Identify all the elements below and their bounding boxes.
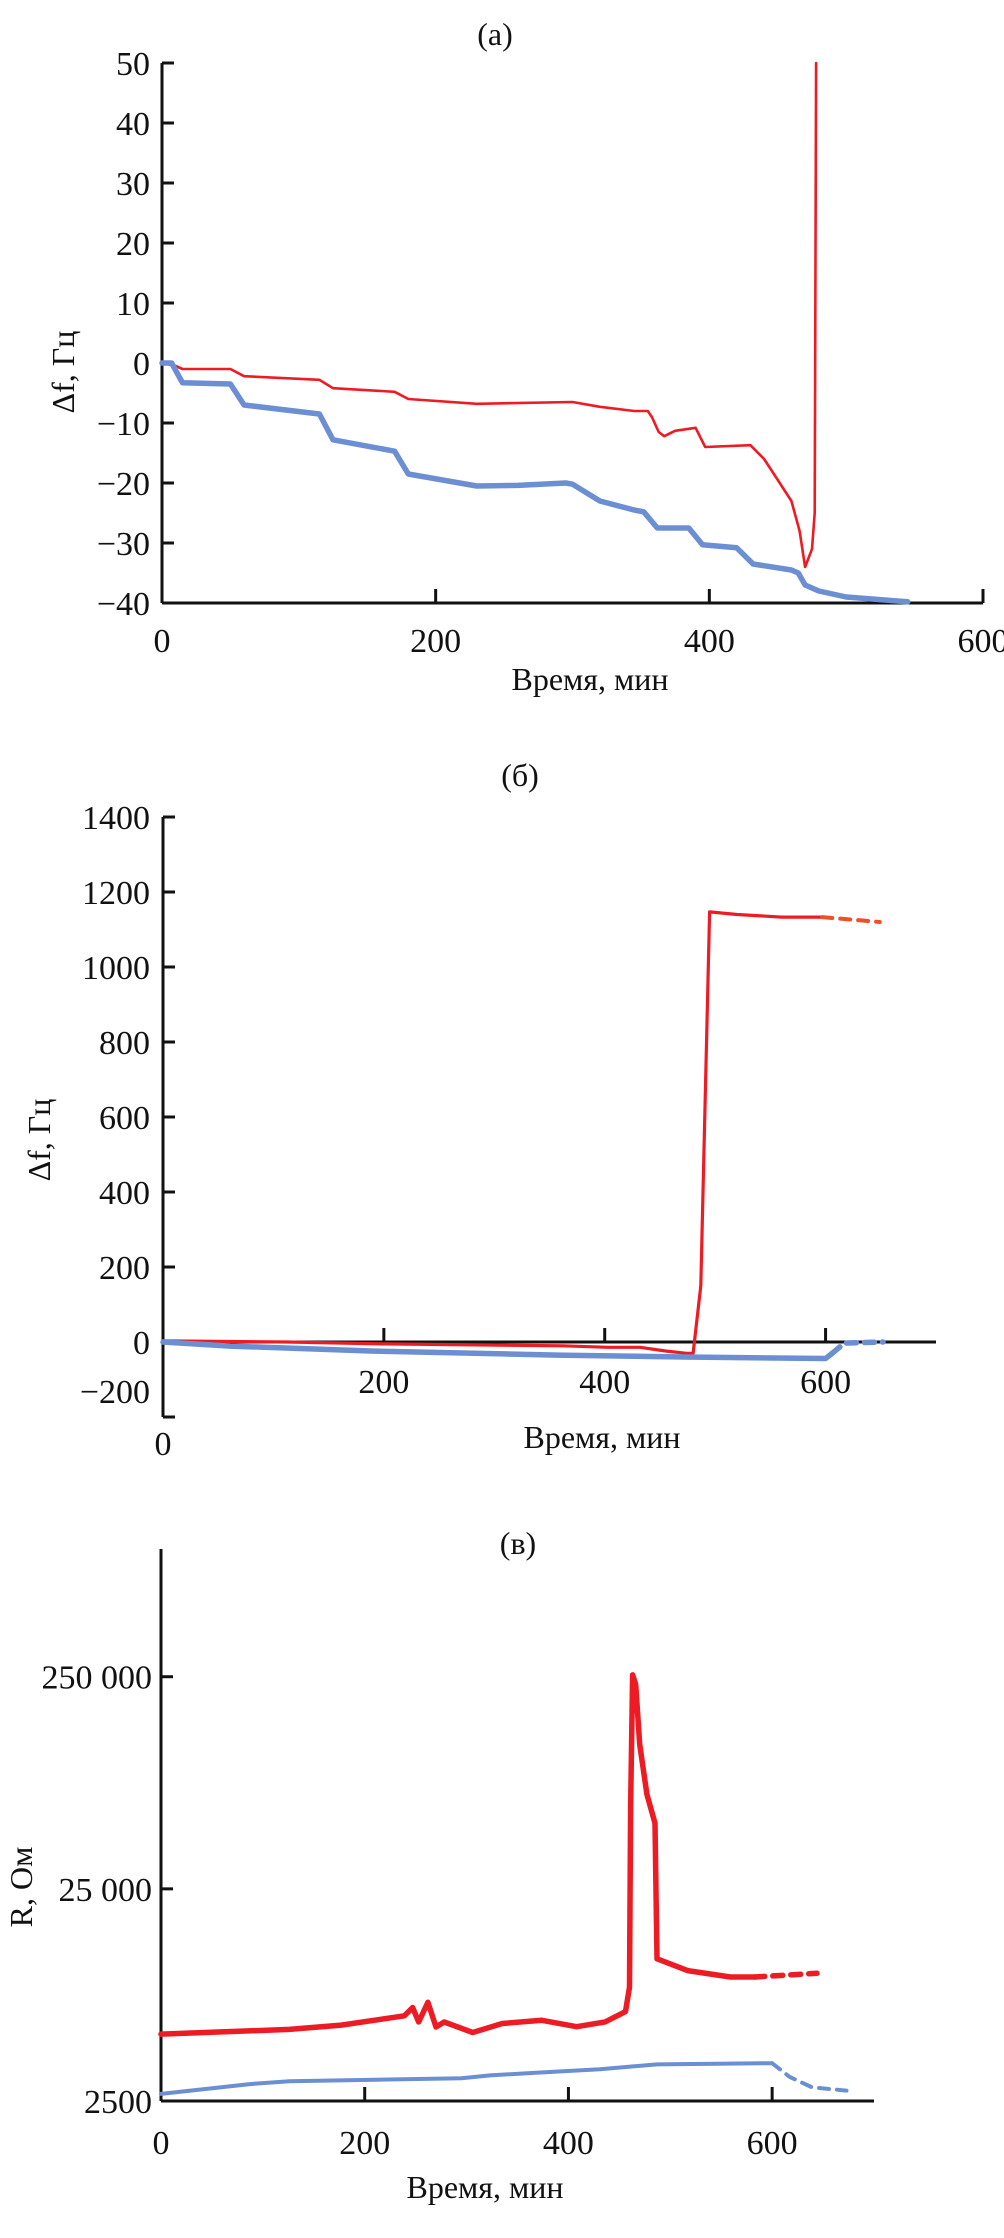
panel-b-chart: (б) Время, мин Δf, Гц 1400 1200 1000 800 600… [21,757,936,1463]
red-series-solid [160,61,818,569]
panel-c-xlabel: Время, мин [406,2169,563,2205]
y-tick-label: 10 [116,286,150,323]
red-series-dashed [820,915,882,924]
y-tick-label: 40 [116,106,150,143]
y-tick-label: 50 [116,46,150,83]
x-tick-label: 0 [154,623,171,660]
panel-c-ylabel: R, Ом [3,1847,39,1928]
y-tick-label: 0 [133,346,150,383]
panel-b-ylabel: Δf, Гц [21,1099,57,1182]
x-tick-label: 400 [543,2125,594,2162]
red-series-solid [161,910,824,1355]
panel-a-title: (а) [477,16,513,52]
panel-b-xlabel: Время, мин [523,1419,680,1455]
y-tick-label: −40 [97,586,150,623]
y-tick-label: 0 [133,1325,150,1362]
blue-series-solid [159,360,911,605]
x-tick-label: 600 [800,1364,851,1401]
x-tick-label: 0 [155,1426,172,1463]
x-tick-label: 200 [410,623,461,660]
y-tick-label: −30 [97,526,150,563]
panel-a-chart: (а) Время, мин Δf, Гц 50 40 30 20 10 0 −10 −20 −… [45,16,1004,697]
panel-c-title: (в) [500,1525,536,1561]
x-tick-label: 600 [747,2125,798,2162]
blue-series-dashed [770,2061,849,2093]
y-tick-label: −10 [97,406,150,443]
y-tick-label: 250 000 [42,1660,153,1697]
y-tick-label: 200 [99,1250,150,1287]
y-tick-label: 800 [99,1025,150,1062]
y-tick-label: 25 000 [59,1872,153,1909]
red-series-solid [158,1672,758,2037]
x-tick-label: 200 [339,2125,390,2162]
x-tick-label: 0 [153,2125,170,2162]
y-tick-label: −200 [80,1374,150,1411]
red-series-dashed [752,1970,820,1980]
y-tick-label: −20 [97,466,150,503]
y-tick-label: 20 [116,226,150,263]
x-tick-label: 400 [579,1364,630,1401]
y-tick-label: 1200 [82,875,150,912]
y-tick-label: 30 [116,166,150,203]
x-tick-label: 200 [358,1364,409,1401]
panel-a-ylabel: Δf, Гц [45,331,81,414]
y-tick-label: 1000 [82,950,150,987]
blue-series-solid [160,1339,835,1362]
y-tick-label: 1400 [82,800,150,837]
y-tick-label: 600 [99,1100,150,1137]
y-tick-label: 2500 [84,2084,152,2121]
panel-b-title: (б) [501,757,539,793]
panel-a-xlabel: Время, мин [511,661,668,697]
blue-series-dashed [829,1339,886,1357]
blue-series-solid [159,2061,775,2096]
x-tick-label: 400 [684,623,735,660]
x-tick-label: 600 [958,623,1004,660]
y-tick-label: 400 [99,1175,150,1212]
